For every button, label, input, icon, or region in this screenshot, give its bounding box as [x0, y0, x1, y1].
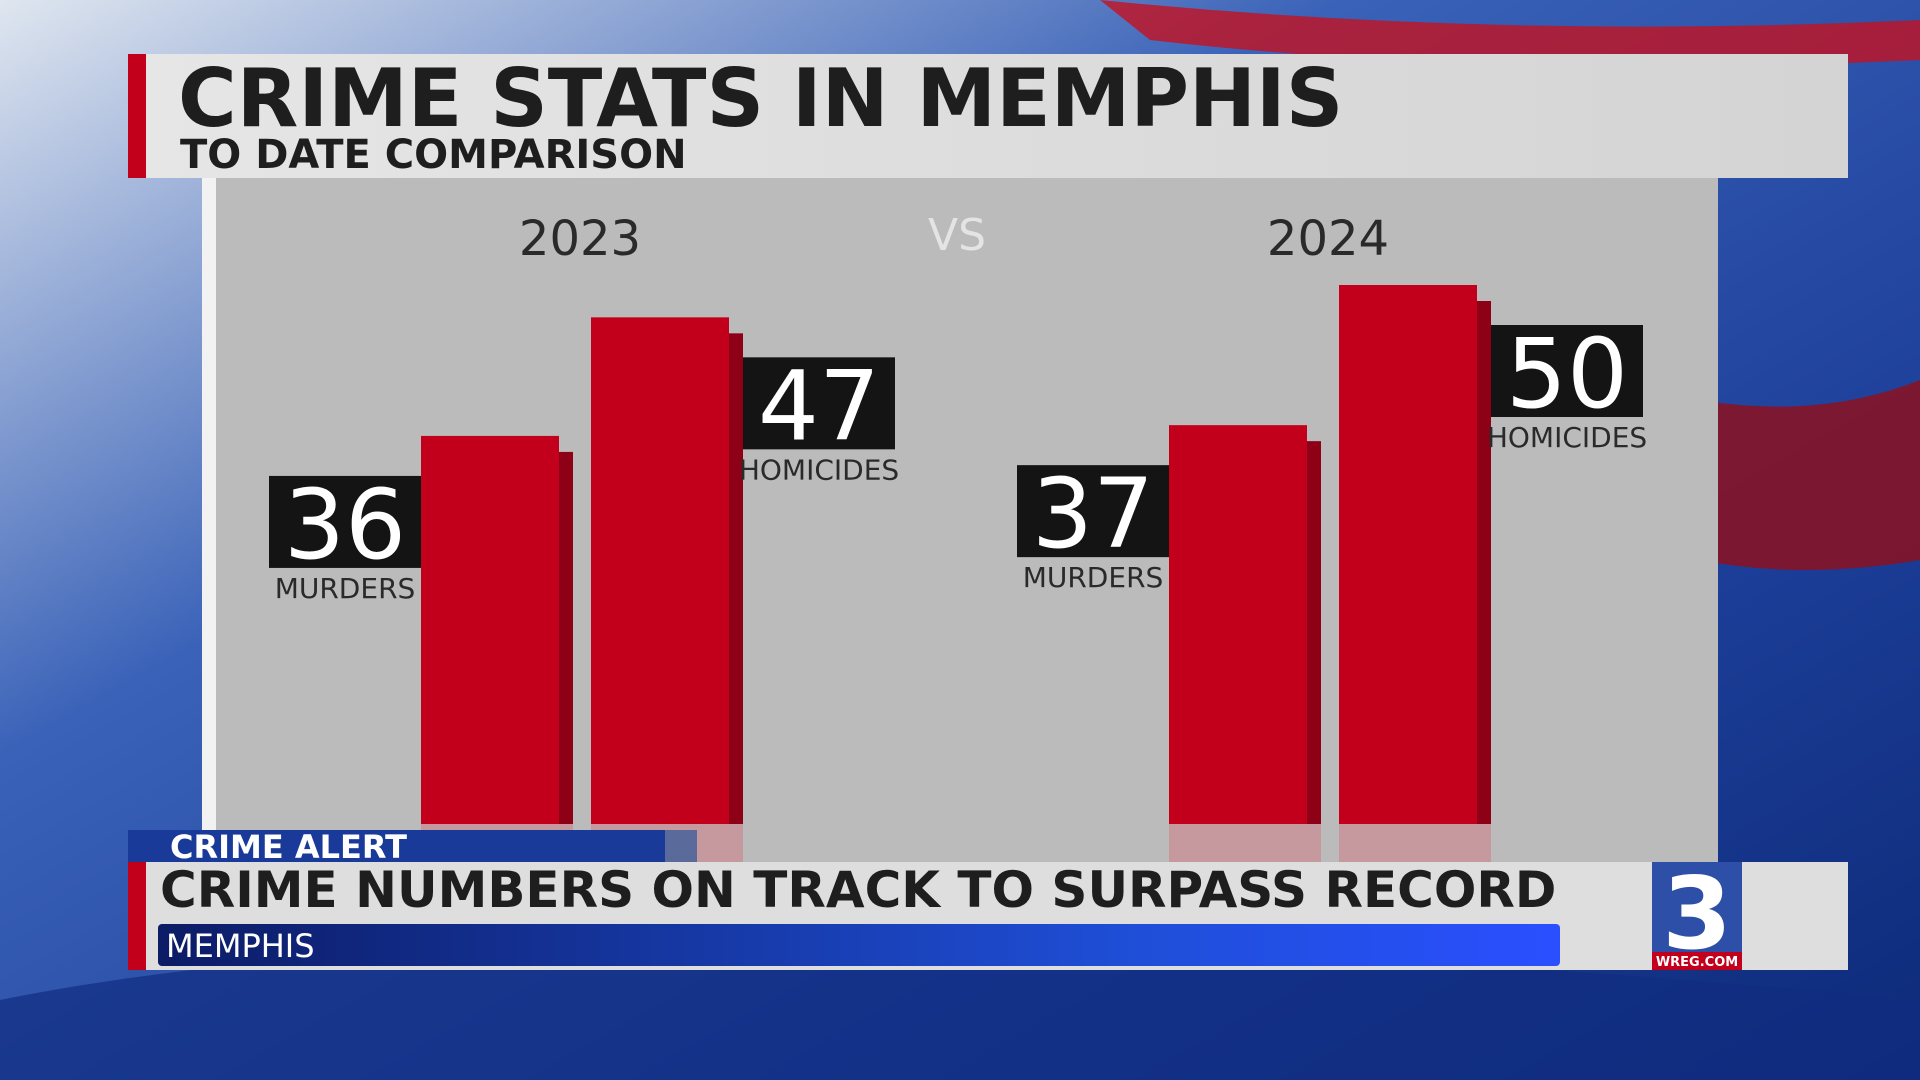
series-label: MURDERS — [1023, 561, 1164, 594]
value-label: 36 — [284, 469, 406, 581]
bar — [1339, 285, 1477, 824]
value-label: 37 — [1032, 458, 1154, 570]
alert-bar — [128, 830, 665, 864]
bar-reflection — [1169, 824, 1321, 862]
category-label: 2023 — [519, 211, 641, 267]
category-label: 2024 — [1267, 211, 1389, 267]
value-box — [1491, 325, 1643, 417]
value-box — [1017, 465, 1169, 558]
swoosh — [0, 940, 1920, 1080]
alert-bar-end — [665, 830, 697, 864]
headline: CRIME NUMBERS ON TRACK TO SURPASS RECORD — [160, 861, 1556, 919]
value-box — [269, 475, 421, 568]
location-bar — [158, 924, 1560, 966]
headline-accent — [128, 862, 146, 970]
panel-edge — [202, 178, 216, 864]
value-label: 47 — [758, 350, 880, 462]
value-label: 50 — [1506, 318, 1628, 430]
bar — [1169, 425, 1307, 824]
swoosh — [1700, 380, 1920, 570]
logo-site: WREG.COM — [1656, 955, 1738, 970]
series-label: HOMICIDES — [739, 453, 899, 486]
bar-reflection — [1339, 824, 1491, 862]
location: MEMPHIS — [166, 927, 315, 965]
chart-subtitle: TO DATE COMPARISON — [180, 132, 687, 178]
series-label: HOMICIDES — [1487, 421, 1647, 454]
bar — [421, 435, 559, 824]
title-accent — [128, 54, 146, 178]
alert-label: CRIME ALERT — [170, 828, 407, 866]
title-bar — [128, 54, 1848, 178]
swoosh — [1100, 0, 1920, 67]
logo-site-bar — [1652, 952, 1742, 970]
bar — [591, 317, 729, 824]
value-box — [743, 357, 895, 450]
series-label: MURDERS — [275, 572, 416, 605]
annotation: VS — [928, 210, 986, 261]
chart-title: CRIME STATS IN MEMPHIS — [178, 52, 1343, 145]
